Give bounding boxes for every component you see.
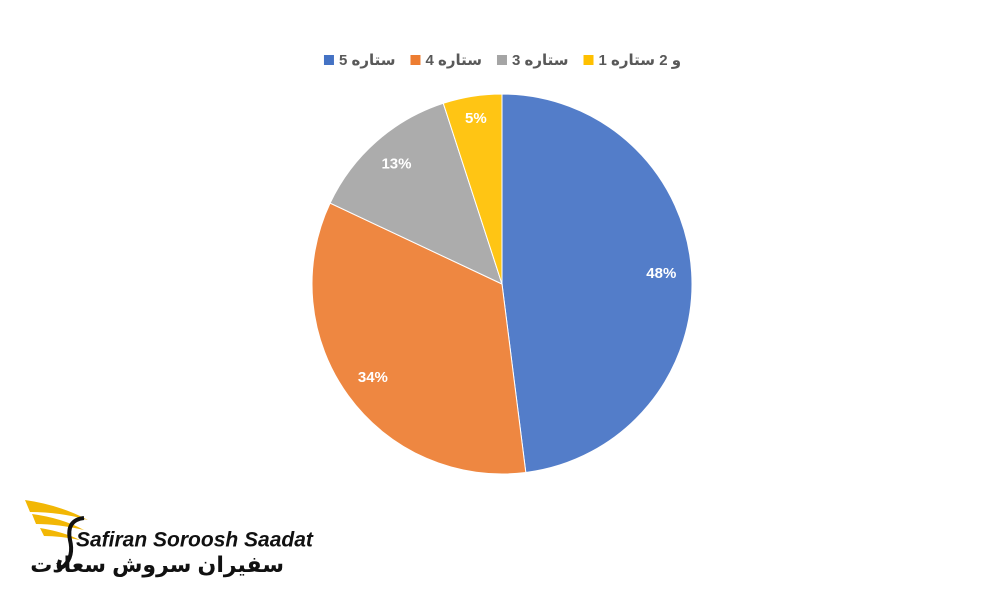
legend-item: 1 و 2 ستاره [583, 52, 682, 69]
legend-swatch [323, 55, 334, 65]
data-label: 13% [381, 155, 411, 172]
legend-label: 5 ستاره [339, 52, 396, 69]
legend-swatch [583, 55, 594, 65]
legend-item: 3 ستاره [496, 52, 569, 69]
legend-label: 4 ستاره [425, 52, 482, 69]
pie-slice [329, 102, 503, 285]
data-label: 34% [358, 369, 388, 386]
legend-label: 1 و 2 ستاره [599, 52, 682, 69]
pie: 48% 34% 13% 5% [311, 93, 693, 475]
data-label: 5% [465, 110, 487, 127]
legend-swatch [496, 55, 507, 65]
pie-slice [311, 202, 527, 475]
logo-name-en: Safiran Soroosh Saadat [76, 529, 314, 552]
legend: 5 ستاره 4 ستاره 3 ستاره 1 و 2 ستاره [323, 52, 682, 69]
legend-swatch [410, 55, 421, 65]
legend-item: 5 ستاره [323, 52, 396, 69]
legend-item: 4 ستاره [410, 52, 482, 69]
legend-label: 3 ستاره [512, 52, 569, 69]
logo-swoosh [56, 516, 85, 570]
pie-slice [442, 93, 503, 285]
data-label: 48% [646, 265, 676, 282]
pie-slice [501, 93, 693, 474]
logo-wings [25, 500, 88, 540]
logo-name-fa: سفیران سروش سعادت [30, 552, 284, 578]
logo: Safiran Soroosh Saadat سفیران سروش سعادت [25, 500, 314, 578]
